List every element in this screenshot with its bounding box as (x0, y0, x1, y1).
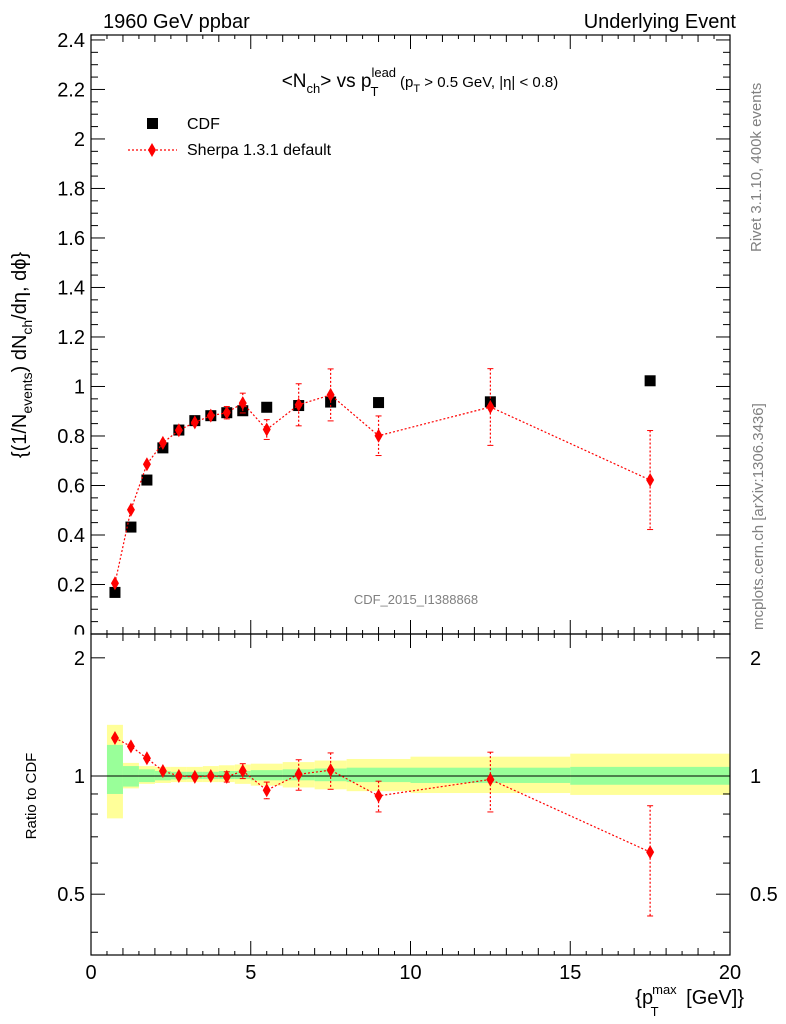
sherpa-main-point (206, 408, 215, 423)
sherpa-ratio-point (158, 763, 167, 778)
y-axis-label: {(1/Nevents) dNch/dη, dϕ} (9, 252, 35, 459)
sherpa-ratio-point (206, 769, 215, 784)
sherpa-main-point (126, 502, 135, 517)
main-axes: 0.2 0.4 0.6 0.8 1 1.2 1.4 1.6 1.8 2 2.2 2.4 0 (57, 30, 731, 647)
main-y-tick-label: 2.2 (57, 79, 85, 101)
sherpa-ratio-point (174, 769, 183, 784)
main-y-tick-label: 1.2 (57, 327, 85, 349)
x-tick-label: 15 (559, 962, 581, 984)
ratio-y-axis-label: Ratio to CDF (23, 753, 40, 840)
sherpa-ratio-point (110, 730, 119, 745)
ratio-y-tick-label: 1 (74, 766, 85, 788)
ratio-plot-marks (110, 730, 655, 917)
main-y-tick-label: 1.8 (57, 178, 85, 200)
ratio-band-inner (346, 767, 411, 783)
x-tick-label: 20 (719, 962, 741, 984)
cdf-data-point (261, 401, 273, 413)
sherpa-main-point (262, 422, 271, 437)
legend-sherpa-marker (148, 143, 156, 157)
main-y-tick-label: 1.6 (57, 228, 85, 250)
main-y-tick-label: 2.4 (57, 30, 85, 52)
main-y-tick-label-zero: 0 (74, 622, 85, 644)
sherpa-ratio-line (114, 737, 651, 853)
legend: CDF Sherpa 1.3.1 default (128, 116, 332, 159)
ratio-y-tick-label: 0.5 (57, 884, 85, 906)
sherpa-main-point (646, 473, 655, 488)
sherpa-main-point (294, 397, 303, 412)
ratio-band-inner (106, 744, 123, 794)
legend-sherpa-label: Sherpa 1.3.1 default (187, 142, 332, 159)
mcplots-info: mcplots.cern.ch [arXiv:1306.3436] (750, 403, 767, 630)
x-tick-label: 5 (245, 962, 256, 984)
cdf-data-point (373, 397, 385, 409)
analysis-watermark: CDF_2015_I1388868 (354, 592, 478, 607)
sherpa-main-point (486, 400, 495, 415)
header-right: Underlying Event (584, 11, 737, 33)
ratio-y-tick-label-right: 2 (750, 648, 761, 670)
main-y-tick-label: 1 (74, 376, 85, 398)
main-y-tick-label: 2 (74, 129, 85, 151)
main-y-tick-label: 0.6 (57, 475, 85, 497)
cdf-data-point (109, 586, 121, 598)
sherpa-main-point (158, 435, 167, 450)
main-y-tick-label: 1.4 (57, 277, 85, 299)
sherpa-ratio-point (326, 763, 335, 778)
sherpa-main-point (238, 396, 247, 411)
sherpa-ratio-point (646, 845, 655, 860)
sherpa-main-point (110, 576, 119, 591)
ratio-axes: 0.5 0.51 12 20 5 10 15 20 (57, 633, 778, 984)
sherpa-ratio-point (190, 769, 199, 784)
chart-title: <Nch> vs pTlead(pT > 0.5 GeV, |η| < 0.8) (282, 65, 559, 99)
sherpa-main-point (326, 387, 335, 402)
sherpa-ratio-point (294, 767, 303, 782)
sherpa-ratio-point (222, 769, 231, 784)
legend-cdf-marker (147, 118, 158, 129)
sherpa-ratio-point (142, 751, 151, 766)
rivet-info: Rivet 3.1.10, 400k events (748, 83, 765, 252)
x-tick-label: 10 (399, 962, 421, 984)
sherpa-main-point (190, 415, 199, 430)
sherpa-ratio-point (486, 772, 495, 787)
sherpa-main-point (174, 423, 183, 438)
main-y-tick-label: 0.4 (57, 525, 85, 547)
ratio-band-inner (250, 770, 283, 781)
ratio-uncertainty-bands (106, 724, 730, 819)
cdf-data-point (141, 474, 153, 486)
sherpa-ratio-point (126, 739, 135, 754)
sherpa-ratio-point (238, 763, 247, 778)
main-plot-marks (109, 368, 656, 598)
sherpa-main-point (222, 405, 231, 420)
x-tick-label: 0 (85, 962, 96, 984)
main-y-tick-label: 0.8 (57, 426, 85, 448)
sherpa-ratio-point (374, 788, 383, 803)
sherpa-ratio-point (262, 783, 271, 798)
header-left: 1960 GeV ppbar (103, 11, 250, 33)
x-axis-label: {pmax T [GeV]} (635, 982, 744, 1019)
sherpa-main-point (374, 428, 383, 443)
ratio-y-tick-label-right: 1 (750, 766, 761, 788)
main-y-tick-label: 0.2 (57, 574, 85, 596)
sherpa-main-point (142, 457, 151, 472)
legend-cdf-label: CDF (187, 116, 220, 133)
cdf-data-point (125, 521, 137, 533)
ratio-y-tick-label-right: 0.5 (750, 884, 778, 906)
zero-label-mask (61, 634, 91, 647)
cdf-data-point (644, 375, 656, 387)
ratio-y-tick-label: 2 (74, 648, 85, 670)
